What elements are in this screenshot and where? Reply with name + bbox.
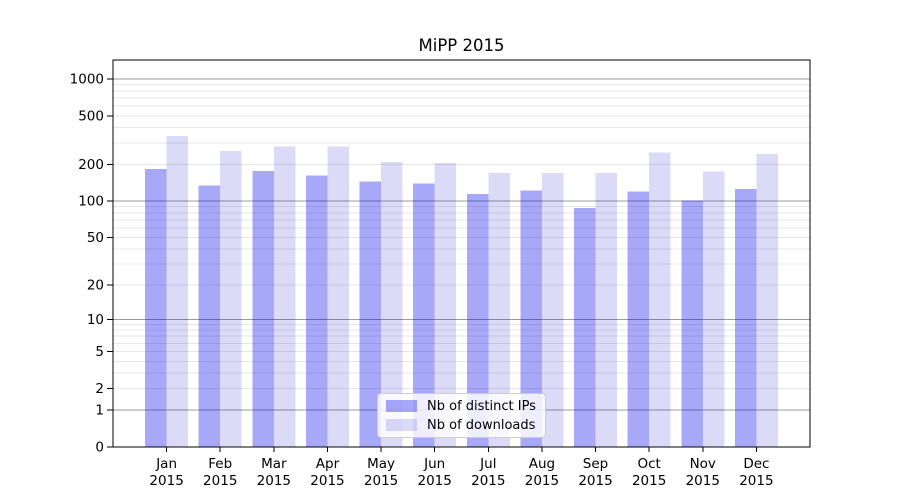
y-tick-label: 1000 (70, 72, 104, 88)
bar-downloads-mar (273, 146, 296, 447)
bar-downloads-oct (649, 152, 671, 447)
x-tick-label-month: Nov (690, 456, 716, 472)
y-tick-label: 5 (95, 344, 104, 360)
x-tick-label-year: 2015 (149, 473, 183, 489)
x-tick-label-year: 2015 (203, 473, 237, 489)
x-tick-label-year: 2015 (257, 473, 291, 489)
x-tick-label-month: Jun (423, 456, 445, 472)
bar-downloads-dec (756, 153, 778, 447)
x-tick-label-year: 2015 (525, 473, 559, 489)
legend-item-downloads: Nb of downloads (386, 418, 537, 433)
bar-downloads-sep (595, 173, 618, 448)
x-tick-label-month: Aug (529, 456, 555, 472)
bar-distinct-ips-oct (627, 191, 650, 447)
bar-distinct-ips-mar (252, 170, 274, 448)
x-tick-label-month: Feb (208, 456, 232, 472)
bar-distinct-ips-sep (574, 207, 596, 447)
bar-downloads-jun (434, 163, 457, 448)
x-tick-label-month: Dec (743, 456, 769, 472)
x-tick-label-month: Jul (479, 456, 496, 472)
bar-downloads-may (381, 162, 403, 447)
bar-distinct-ips-jan (145, 168, 167, 447)
legend-swatch-distinct-ips (386, 400, 417, 412)
chart-title: MiPP 2015 (418, 36, 505, 55)
y-tick-label: 0 (95, 440, 104, 456)
bar-distinct-ips-aug (520, 190, 542, 447)
bar-downloads-feb (220, 151, 242, 447)
x-tick-label-month: Jan (155, 456, 177, 472)
y-tick-label: 100 (78, 194, 104, 210)
y-tick-label: 10 (87, 312, 104, 328)
bar-downloads-jan (166, 136, 189, 447)
y-tick-label: 20 (87, 277, 104, 293)
bar-distinct-ips-nov (681, 200, 703, 447)
x-tick-label-year: 2015 (310, 473, 344, 489)
x-tick-label-year: 2015 (686, 473, 720, 489)
x-tick-label-month: Apr (316, 456, 340, 472)
bar-distinct-ips-jul (466, 193, 489, 447)
x-tick-label-year: 2015 (632, 473, 666, 489)
y-tick-label: 200 (78, 157, 104, 173)
bar-downloads-aug (541, 173, 564, 448)
plot-border (112, 59, 811, 448)
bar-distinct-ips-jun (413, 183, 435, 448)
bar-distinct-ips-may (359, 181, 382, 447)
x-tick-label-month: Mar (261, 456, 287, 472)
x-tick-label-year: 2015 (739, 473, 773, 489)
legend: Nb of distinct IPs Nb of downloads (377, 393, 546, 438)
y-tick-label: 1 (95, 403, 104, 419)
x-tick-label-year: 2015 (364, 473, 398, 489)
x-tick-label-year: 2015 (471, 473, 505, 489)
bar-downloads-nov (702, 171, 725, 447)
x-tick-label-year: 2015 (418, 473, 452, 489)
bar-downloads-apr (327, 146, 349, 447)
y-tick-label: 50 (87, 230, 104, 246)
bar-distinct-ips-feb (198, 185, 221, 447)
x-tick-label-month: Sep (583, 456, 608, 472)
legend-swatch-downloads (386, 419, 417, 431)
legend-label-distinct-ips: Nb of distinct IPs (427, 398, 536, 414)
x-tick-label-month: Oct (637, 456, 660, 472)
y-tick-label: 500 (78, 108, 104, 124)
bar-distinct-ips-dec (734, 188, 757, 447)
x-tick-label-year: 2015 (578, 473, 612, 489)
bar-downloads-jul (488, 172, 510, 447)
legend-label-downloads: Nb of downloads (427, 417, 536, 433)
x-tick-label-month: May (367, 456, 395, 472)
legend-item-distinct-ips: Nb of distinct IPs (386, 399, 537, 414)
y-tick-label: 2 (95, 381, 104, 397)
bar-distinct-ips-apr (305, 175, 328, 447)
